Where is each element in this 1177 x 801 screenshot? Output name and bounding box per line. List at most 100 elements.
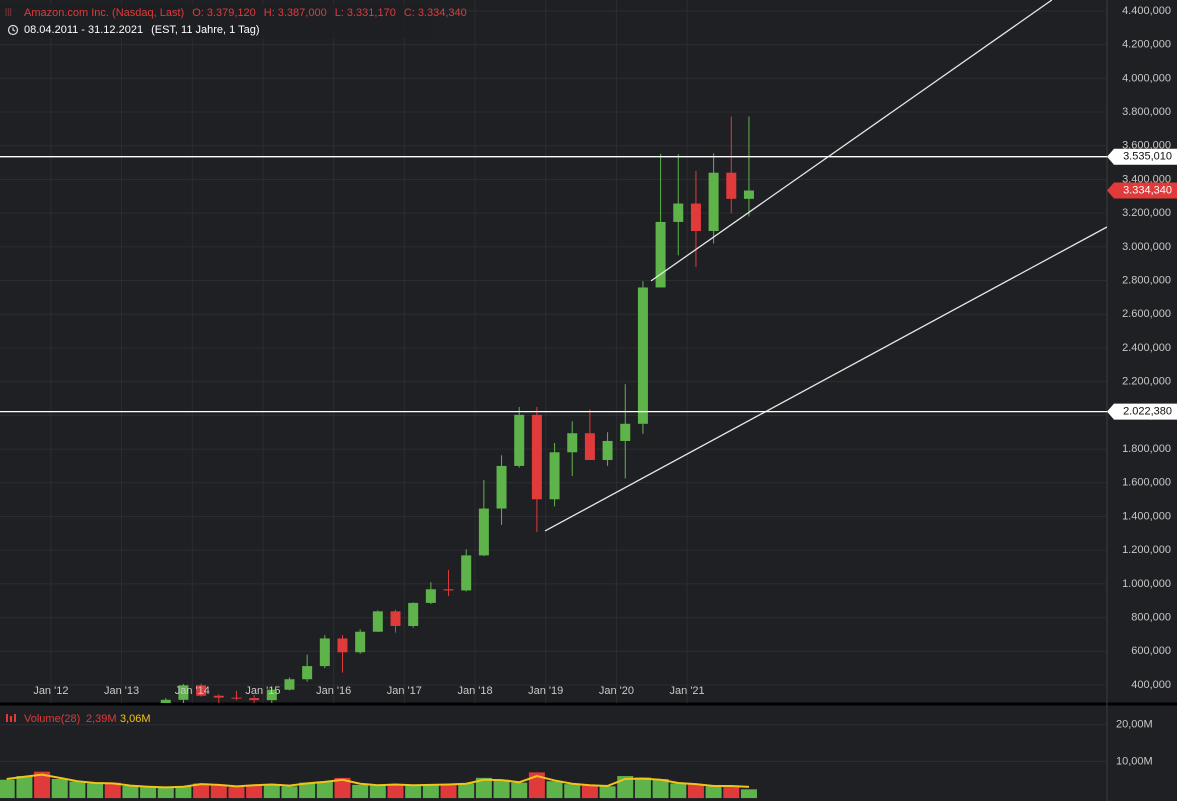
volume-bar xyxy=(599,786,616,799)
candle-body xyxy=(584,433,595,461)
level-label-box xyxy=(1107,403,1177,420)
y-tick-label: 2.200,000 xyxy=(1122,376,1171,388)
volume-bar xyxy=(511,782,528,799)
volume-bar xyxy=(705,786,722,799)
volume-bar xyxy=(564,784,581,799)
candle-body xyxy=(690,203,701,232)
level-label: 2.022,380 xyxy=(1123,405,1172,417)
candle-body xyxy=(655,221,666,288)
volume-bar xyxy=(670,783,687,799)
x-tick-label: Jan '15 xyxy=(245,685,280,697)
trend-line xyxy=(650,0,1053,282)
volume-title: Volume(28) xyxy=(24,713,80,725)
volume-bar xyxy=(228,787,245,799)
volume-bar xyxy=(387,784,404,799)
candle-body xyxy=(726,172,737,199)
header-background xyxy=(0,4,430,38)
candle-body xyxy=(708,172,719,232)
y-tick-label: 3.200,000 xyxy=(1122,207,1171,219)
y-tick-label: 1.200,000 xyxy=(1122,544,1171,556)
candle-body xyxy=(284,679,295,690)
volume-bar xyxy=(334,777,351,799)
y-tick-label: 1.800,000 xyxy=(1122,443,1171,455)
x-tick-label: Jan '20 xyxy=(599,685,634,697)
y-tick-label: 20,00M xyxy=(1116,719,1153,731)
y-tick-label: 600,000 xyxy=(1131,645,1171,657)
y-tick-label: 2.600,000 xyxy=(1122,308,1171,320)
volume-bar xyxy=(246,784,263,799)
clock-hand xyxy=(12,27,16,32)
volume-bar xyxy=(316,781,333,799)
candle-body xyxy=(743,190,754,199)
volume-bar xyxy=(175,786,192,799)
volume-bar xyxy=(652,778,669,799)
candle-body xyxy=(531,414,542,500)
candle-body xyxy=(231,697,242,699)
x-tick-label: Jan '16 xyxy=(316,685,351,697)
candle-body xyxy=(178,685,189,700)
candle-body xyxy=(372,611,383,632)
volume-bar xyxy=(281,786,298,799)
level-label: 3.535,010 xyxy=(1123,151,1172,163)
x-tick-label: Jan '17 xyxy=(387,685,422,697)
x-tick-label: Jan '14 xyxy=(175,685,210,697)
candle-body xyxy=(637,287,648,424)
candle-body xyxy=(673,203,684,222)
candle-body xyxy=(549,452,560,500)
header-title: Amazon.com Inc. (Nasdaq, Last) xyxy=(24,7,184,19)
volume-bar xyxy=(51,778,68,799)
volume-ma-last: 3,06M xyxy=(120,713,151,725)
y-tick-label: 800,000 xyxy=(1131,611,1171,623)
volume-bar xyxy=(210,784,227,799)
candle-body xyxy=(390,611,401,626)
volume-bar xyxy=(687,784,704,799)
header-icon: ⦙⦙⦙ xyxy=(5,8,12,19)
y-tick-label: 3.000,000 xyxy=(1122,241,1171,253)
volume-bar xyxy=(34,771,51,799)
volume-bar xyxy=(140,787,157,799)
volume-icon xyxy=(10,716,12,722)
x-tick-label: Jan '13 xyxy=(104,685,139,697)
volume-bar xyxy=(16,776,33,799)
y-tick-label: 2.800,000 xyxy=(1122,274,1171,286)
x-tick-label: Jan '18 xyxy=(457,685,492,697)
date-range: 08.04.2011 - 31.12.2021 xyxy=(24,24,143,36)
candle-body xyxy=(478,508,489,556)
candle-body xyxy=(266,689,277,701)
candle-body xyxy=(461,555,472,591)
volume-bar xyxy=(157,787,174,799)
volume-bar xyxy=(493,779,510,799)
volume-bar xyxy=(369,785,386,799)
volume-bar xyxy=(723,785,740,799)
y-tick-label: 2.400,000 xyxy=(1122,342,1171,354)
candle-body xyxy=(196,685,207,696)
plot-area xyxy=(0,0,1107,703)
y-tick-label: 4.400,000 xyxy=(1122,5,1171,17)
quote-value: 3.331,170 xyxy=(347,7,396,19)
volume-bar xyxy=(740,789,757,799)
quote-prefix: H: xyxy=(264,7,275,19)
volume-bar xyxy=(634,777,651,799)
candle-body xyxy=(496,465,507,509)
volume-last: 2,39M xyxy=(86,713,117,725)
volume-bar xyxy=(528,772,545,799)
candle-body xyxy=(302,666,313,680)
volume-bar xyxy=(0,779,15,799)
volume-bar xyxy=(87,783,104,799)
y-tick-label: 4.000,000 xyxy=(1122,72,1171,84)
date-range-note: (EST, 11 Jahre, 1 Tag) xyxy=(151,24,259,36)
volume-bar xyxy=(546,781,563,799)
y-tick-label: 1.600,000 xyxy=(1122,477,1171,489)
candle-body xyxy=(602,440,613,461)
y-tick-label: 4.200,000 xyxy=(1122,39,1171,51)
y-tick-label: 3.600,000 xyxy=(1122,140,1171,152)
quote-prefix: O: xyxy=(192,7,204,19)
level-label-box xyxy=(1107,148,1177,165)
volume-bar xyxy=(193,783,210,799)
quote-prefix: L: xyxy=(335,7,344,19)
last-price-box xyxy=(1107,182,1177,199)
x-tick-label: Jan '19 xyxy=(528,685,563,697)
